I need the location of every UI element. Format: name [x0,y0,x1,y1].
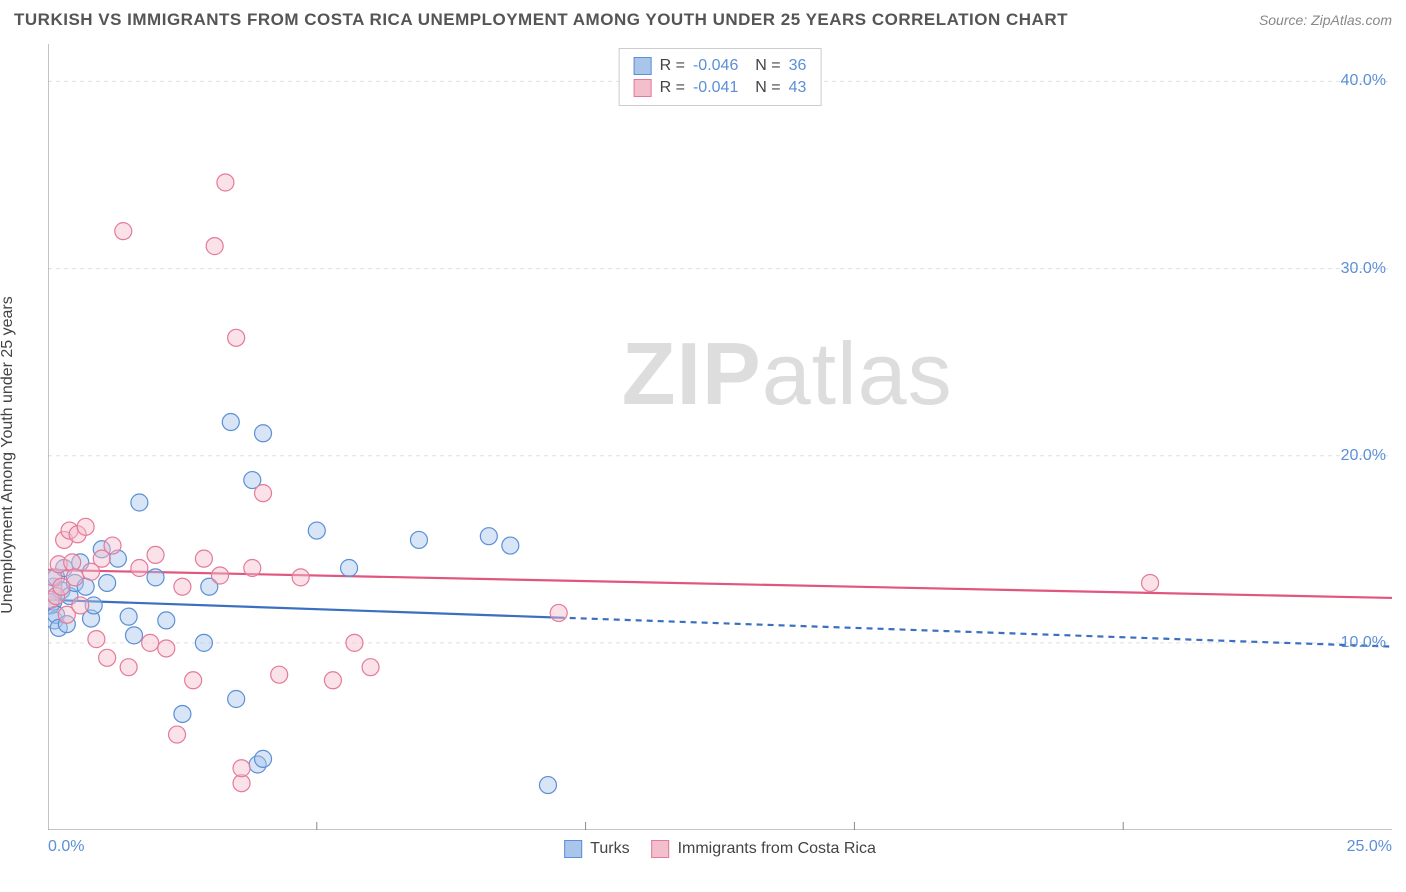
y-axis-label: Unemployment Among Youth under 25 years [0,296,17,614]
legend-n-value: 36 [789,57,807,75]
legend-n-value: 43 [789,79,807,97]
series-legend: Turks Immigrants from Costa Rica [564,840,876,858]
y-tick-label: 10.0% [1341,634,1386,652]
y-tick-label: 40.0% [1341,72,1386,90]
legend-n-label: N = [746,79,780,97]
legend-r-value: -0.046 [693,57,738,75]
chart-title: TURKISH VS IMMIGRANTS FROM COSTA RICA UN… [14,10,1068,30]
x-tick-label: 0.0% [48,838,84,856]
scatter-plot [48,44,1392,830]
legend-swatch [634,57,652,75]
chart-area: ZIPatlas R = -0.046 N = 36R = -0.041 N =… [48,44,1392,830]
legend-stat-row: R = -0.046 N = 36 [634,55,807,77]
legend-stat-row: R = -0.041 N = 43 [634,77,807,99]
y-tick-label: 30.0% [1341,260,1386,278]
legend-swatch [652,840,670,858]
x-tick-label: 25.0% [1347,838,1392,856]
legend-r-label: R = [660,79,685,97]
y-tick-label: 20.0% [1341,447,1386,465]
legend-r-value: -0.041 [693,79,738,97]
legend-n-label: N = [746,57,780,75]
source-label: Source: ZipAtlas.com [1259,12,1392,28]
legend-swatch [634,79,652,97]
legend-series-name: Turks [590,840,629,858]
legend-series-item: Turks [564,840,629,858]
legend-series-item: Immigrants from Costa Rica [652,840,876,858]
legend-swatch [564,840,582,858]
correlation-legend: R = -0.046 N = 36R = -0.041 N = 43 [619,48,822,106]
legend-r-label: R = [660,57,685,75]
legend-series-name: Immigrants from Costa Rica [678,840,876,858]
